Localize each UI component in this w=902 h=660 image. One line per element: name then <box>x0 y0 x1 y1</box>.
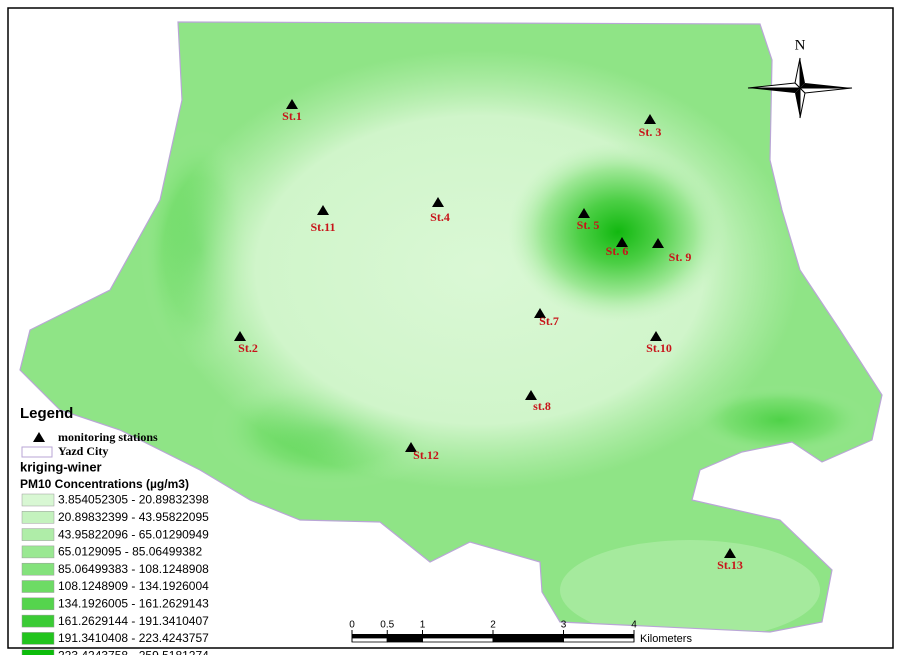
scale-segment <box>351 637 388 643</box>
class-swatch <box>21 511 55 524</box>
station-marker <box>644 114 656 124</box>
scale-unit: Kilometers <box>640 633 692 645</box>
class-label: 85.06499383 - 108.1248908 <box>58 562 209 576</box>
legend: Legend monitoring stations Yazd City kri… <box>20 405 209 660</box>
station-marker <box>317 205 329 215</box>
legend-boundary: Yazd City <box>58 444 108 458</box>
station-marker <box>650 331 662 341</box>
station-label: St. 9 <box>669 250 692 264</box>
station-marker <box>578 208 590 218</box>
scale-segment <box>563 634 634 638</box>
boundary-symbol <box>21 446 53 458</box>
legend-field: PM10 Concentrations (µg/m3) <box>20 477 189 491</box>
scale-segment <box>563 637 635 643</box>
scale-segment <box>386 637 423 643</box>
stations: St.1 St. 3 St.11 St.4 St. 5 St. 6 St. 9 St.7 St.… <box>234 99 743 572</box>
class-swatch <box>21 493 55 507</box>
class-label: 223.4243758 - 259.5181274 <box>58 648 209 655</box>
scale-tick-label: 0.5 <box>380 620 394 631</box>
station-marker <box>724 548 736 558</box>
station-label: St. 5 <box>577 218 600 232</box>
station-marker <box>616 237 628 247</box>
class-swatch <box>21 580 55 593</box>
class-label: 20.89832399 - 43.95822095 <box>58 510 209 524</box>
class-label: 191.3410408 - 223.4243757 <box>58 631 209 645</box>
station-label: St. 3 <box>639 125 662 139</box>
scale-segment <box>422 634 493 638</box>
scale-tick-label: 2 <box>490 620 496 631</box>
station-marker <box>652 238 664 248</box>
class-label: 161.2629144 - 191.3410407 <box>58 614 209 628</box>
legend-station: monitoring stations <box>58 430 158 444</box>
station-marker <box>525 390 537 400</box>
scale-tick-label: 4 <box>631 620 637 631</box>
station-label: st.8 <box>533 399 551 413</box>
class-label: 134.1926005 - 161.2629143 <box>58 596 209 610</box>
class-label: 43.95822096 - 65.01290949 <box>58 527 209 541</box>
station-marker <box>405 442 417 452</box>
scale-segment <box>422 637 494 643</box>
station-label: St.10 <box>646 341 672 355</box>
scale-segment <box>493 634 564 638</box>
class-swatch <box>21 545 55 559</box>
station-label: St.1 <box>282 109 302 123</box>
station-marker <box>234 331 246 341</box>
class-swatch <box>21 632 55 645</box>
class-swatch <box>21 597 55 611</box>
class-label: 65.0129095 - 85.06499382 <box>58 545 202 559</box>
station-label: St.13 <box>717 558 743 572</box>
station-label: St.11 <box>310 220 335 234</box>
station-marker <box>534 308 546 318</box>
class-swatch <box>21 562 55 576</box>
scale-tick-label: 1 <box>420 620 426 631</box>
station-marker <box>432 197 444 207</box>
station-marker <box>286 99 298 109</box>
scale-tick-label: 3 <box>561 620 567 631</box>
station-label: St.2 <box>238 341 258 355</box>
station-label: St.7 <box>539 314 559 328</box>
scale-segment <box>492 637 564 643</box>
station-label: St.4 <box>430 210 450 224</box>
class-swatch <box>21 528 55 541</box>
scale-tick-label: 0 <box>349 620 355 631</box>
station-symbol <box>33 432 45 442</box>
legend-title: Legend <box>20 405 73 422</box>
station-label: St. 6 <box>606 244 629 258</box>
scale-bar: Kilometers 0 0.5 1 2 3 4 <box>349 620 692 645</box>
class-label: 108.1248909 - 134.1926004 <box>58 579 209 593</box>
north-label: N <box>795 37 806 53</box>
north-arrow: N <box>747 37 853 119</box>
legend-layer: kriging-winer <box>20 459 102 474</box>
scale-segment <box>352 634 388 638</box>
class-swatch <box>21 649 55 660</box>
class-label: 3.854052305 - 20.89832398 <box>58 493 209 507</box>
station-label: St.12 <box>413 448 439 462</box>
class-swatch <box>21 614 55 628</box>
scale-segment <box>387 634 423 638</box>
